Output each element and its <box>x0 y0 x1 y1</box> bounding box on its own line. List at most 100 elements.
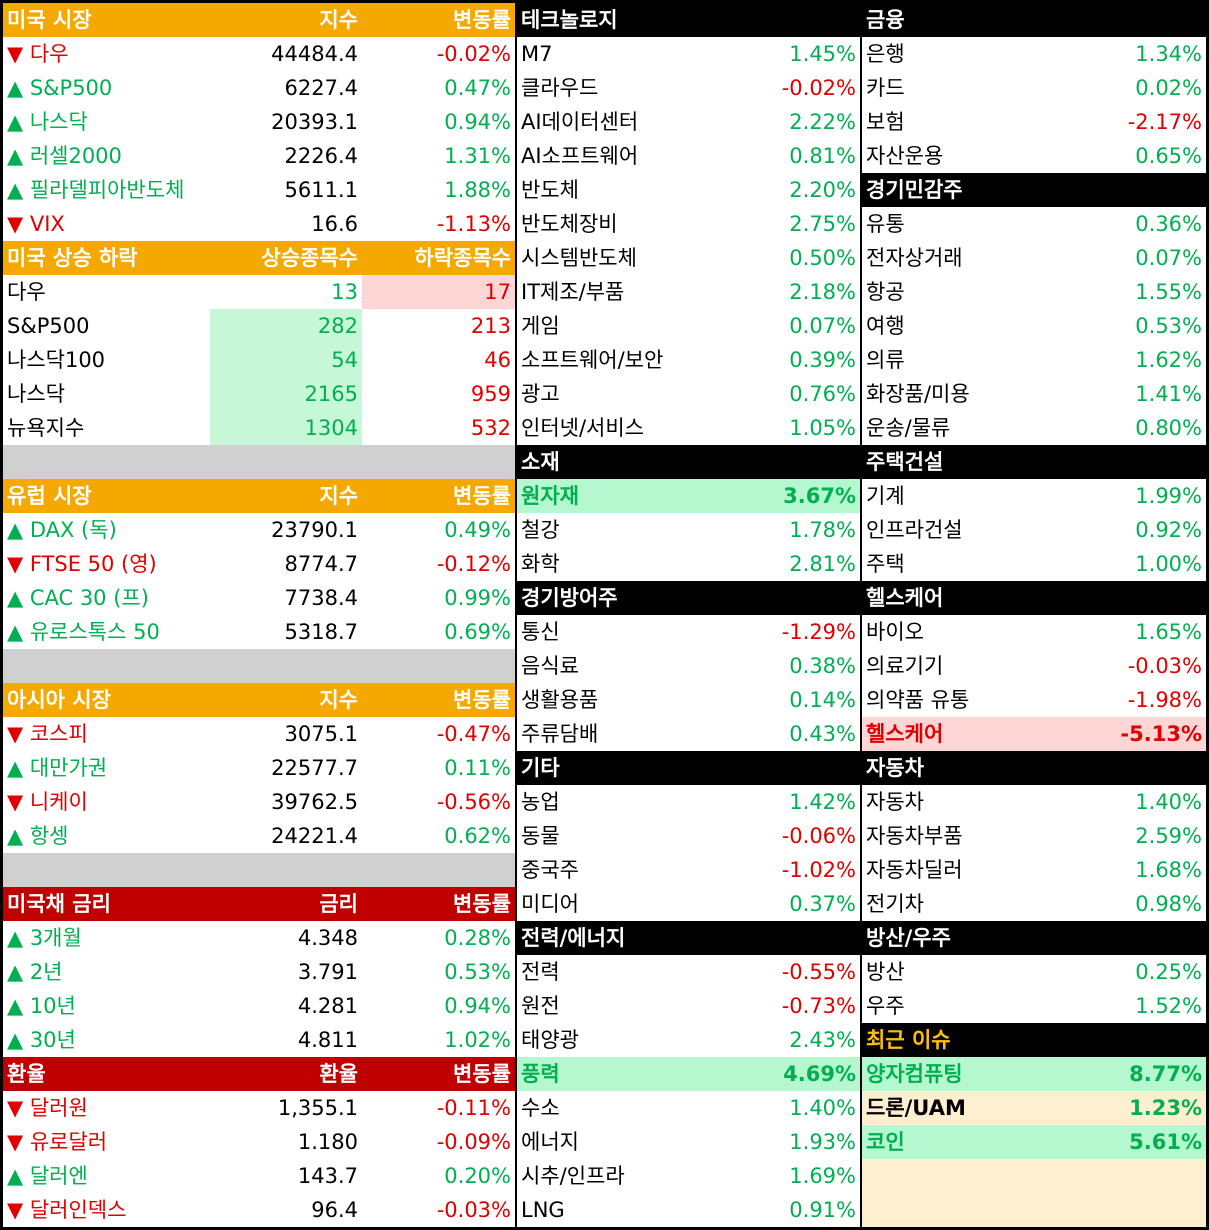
change: 1.88% <box>362 173 515 207</box>
change: -0.12% <box>362 547 515 581</box>
row-label: 우주 <box>862 989 1116 1023</box>
change: -0.56% <box>362 785 515 819</box>
change: 0.37% <box>770 887 860 921</box>
row-label: ▼ FTSE 50 (영) <box>3 547 210 581</box>
change: 3.67% <box>770 479 860 513</box>
change: 0.76% <box>770 377 860 411</box>
row-label: 반도체장비 <box>517 207 770 241</box>
change: 1.68% <box>1116 853 1206 887</box>
change: 0.02% <box>1116 71 1206 105</box>
row-label: 은행 <box>862 37 1116 71</box>
row-label: 의약품 유통 <box>862 683 1116 717</box>
row-label: ▲ 필라델피아반도체 <box>3 173 210 207</box>
row-label: 풍력 <box>517 1057 770 1091</box>
row-label: 철강 <box>517 513 770 547</box>
change: 1.69% <box>770 1159 860 1193</box>
change: 0.53% <box>362 955 515 989</box>
section-header: 최근 이슈 <box>862 1023 1206 1057</box>
change: 0.94% <box>362 105 515 139</box>
row-label: 화장품/미용 <box>862 377 1116 411</box>
level: 44484.4 <box>210 37 362 71</box>
filler <box>862 1159 1206 1193</box>
change: 2.43% <box>770 1023 860 1057</box>
row-label: 시스템반도체 <box>517 241 770 275</box>
row-label: 전력 <box>517 955 770 989</box>
section-header: 지수 <box>210 683 362 717</box>
row-label: ▼ 달러인덱스 <box>3 1193 210 1227</box>
level: 1,355.1 <box>210 1091 362 1125</box>
level: 2226.4 <box>210 139 362 173</box>
row-label: 원전 <box>517 989 770 1023</box>
change: 1.40% <box>770 1091 860 1125</box>
change: 0.62% <box>362 819 515 853</box>
section-header: 주택건설 <box>862 445 1206 479</box>
change: 1.41% <box>1116 377 1206 411</box>
level: 96.4 <box>210 1193 362 1227</box>
change: 1.55% <box>1116 275 1206 309</box>
filler <box>862 1193 1206 1227</box>
row-label: ▲ 나스닥 <box>3 105 210 139</box>
row-label: ▼ 유로달러 <box>3 1125 210 1159</box>
section-header: 경기민감주 <box>862 173 1206 207</box>
change: 0.81% <box>770 139 860 173</box>
change: -1.29% <box>770 615 860 649</box>
change: 1.05% <box>770 411 860 445</box>
change: 0.43% <box>770 717 860 751</box>
level: 39762.5 <box>210 785 362 819</box>
change: 0.94% <box>362 989 515 1023</box>
advancers: 13 <box>210 275 362 309</box>
row-label: 나스닥100 <box>3 343 210 377</box>
change: -1.13% <box>362 207 515 241</box>
row-label: ▲ 대만가권 <box>3 751 210 785</box>
row-label: 농업 <box>517 785 770 819</box>
section-header: 미국 상승 하락 <box>3 241 210 275</box>
row-label: ▼ 니케이 <box>3 785 210 819</box>
change: 1.52% <box>1116 989 1206 1023</box>
advancers: 2165 <box>210 377 362 411</box>
section-header: 하락종목수 <box>362 241 515 275</box>
section-header: 기타 <box>517 751 860 785</box>
level: 22577.7 <box>210 751 362 785</box>
row-label: 주택 <box>862 547 1116 581</box>
change: 0.38% <box>770 649 860 683</box>
section-header: 변동률 <box>362 683 515 717</box>
section-header: 지수 <box>210 3 362 37</box>
row-label: ▲ 3개월 <box>3 921 210 955</box>
level: 7738.4 <box>210 581 362 615</box>
change: 1.02% <box>362 1023 515 1057</box>
row-label: ▲ DAX (독) <box>3 513 210 547</box>
level: 6227.4 <box>210 71 362 105</box>
change: -0.02% <box>770 71 860 105</box>
row-label: 주류담배 <box>517 717 770 751</box>
spacer <box>3 445 515 479</box>
row-label: ▲ 30년 <box>3 1023 210 1057</box>
change: 2.59% <box>1116 819 1206 853</box>
row-label: 운송/물류 <box>862 411 1116 445</box>
row-label: ▼ 달러원 <box>3 1091 210 1125</box>
section-header: 유럽 시장 <box>3 479 210 513</box>
row-label: ▲ 러셀2000 <box>3 139 210 173</box>
level: 5318.7 <box>210 615 362 649</box>
row-label: 자동차부품 <box>862 819 1116 853</box>
change: -2.17% <box>1116 105 1206 139</box>
row-label: ▲ 10년 <box>3 989 210 1023</box>
change: -0.55% <box>770 955 860 989</box>
row-label: 자동차딜러 <box>862 853 1116 887</box>
row-label: 의료기기 <box>862 649 1116 683</box>
change: 0.69% <box>362 615 515 649</box>
row-label: 에너지 <box>517 1125 770 1159</box>
change: 0.53% <box>1116 309 1206 343</box>
row-label: 양자컴퓨팅 <box>862 1057 1116 1091</box>
row-label: 미디어 <box>517 887 770 921</box>
row-label: 원자재 <box>517 479 770 513</box>
change: -0.47% <box>362 717 515 751</box>
section-header: 변동률 <box>362 1057 515 1091</box>
row-label: 기계 <box>862 479 1116 513</box>
decliners: 17 <box>362 275 515 309</box>
spacer <box>3 853 515 887</box>
change: 4.69% <box>770 1057 860 1091</box>
change: 1.78% <box>770 513 860 547</box>
row-label: 카드 <box>862 71 1116 105</box>
change: 1.34% <box>1116 37 1206 71</box>
